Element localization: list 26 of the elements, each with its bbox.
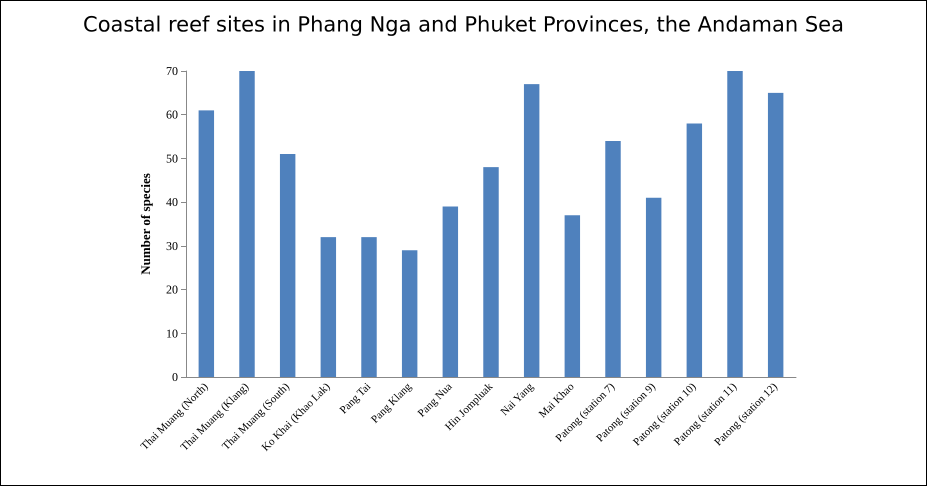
- bar: [564, 215, 580, 377]
- bar: [768, 92, 784, 377]
- bar: [280, 154, 296, 377]
- x-tick-label: Nai Yang: [498, 380, 536, 418]
- bar: [524, 84, 540, 377]
- y-tick-label: 10: [166, 326, 178, 340]
- bar: [686, 123, 702, 377]
- y-tick-label: 60: [166, 108, 178, 122]
- y-tick-label: 50: [166, 151, 178, 166]
- bar: [442, 206, 458, 377]
- y-axis-title: Number of species: [138, 173, 153, 275]
- chart-title: Coastal reef sites in Phang Nga and Phuket Provinces, the Andaman Sea: [83, 12, 844, 36]
- bar: [646, 198, 662, 377]
- bar: [239, 71, 255, 377]
- y-tick-label: 0: [172, 370, 178, 384]
- bar: [727, 71, 743, 377]
- y-tick-label: 20: [166, 282, 178, 297]
- bar: [198, 110, 214, 377]
- bar: [402, 250, 418, 377]
- y-tick-label: 40: [166, 195, 178, 210]
- bar: [361, 237, 377, 377]
- bar: [320, 237, 336, 377]
- y-tick-label: 70: [166, 64, 178, 78]
- y-tick-label: 30: [166, 238, 178, 253]
- bar: [605, 140, 621, 377]
- bar: [483, 167, 499, 377]
